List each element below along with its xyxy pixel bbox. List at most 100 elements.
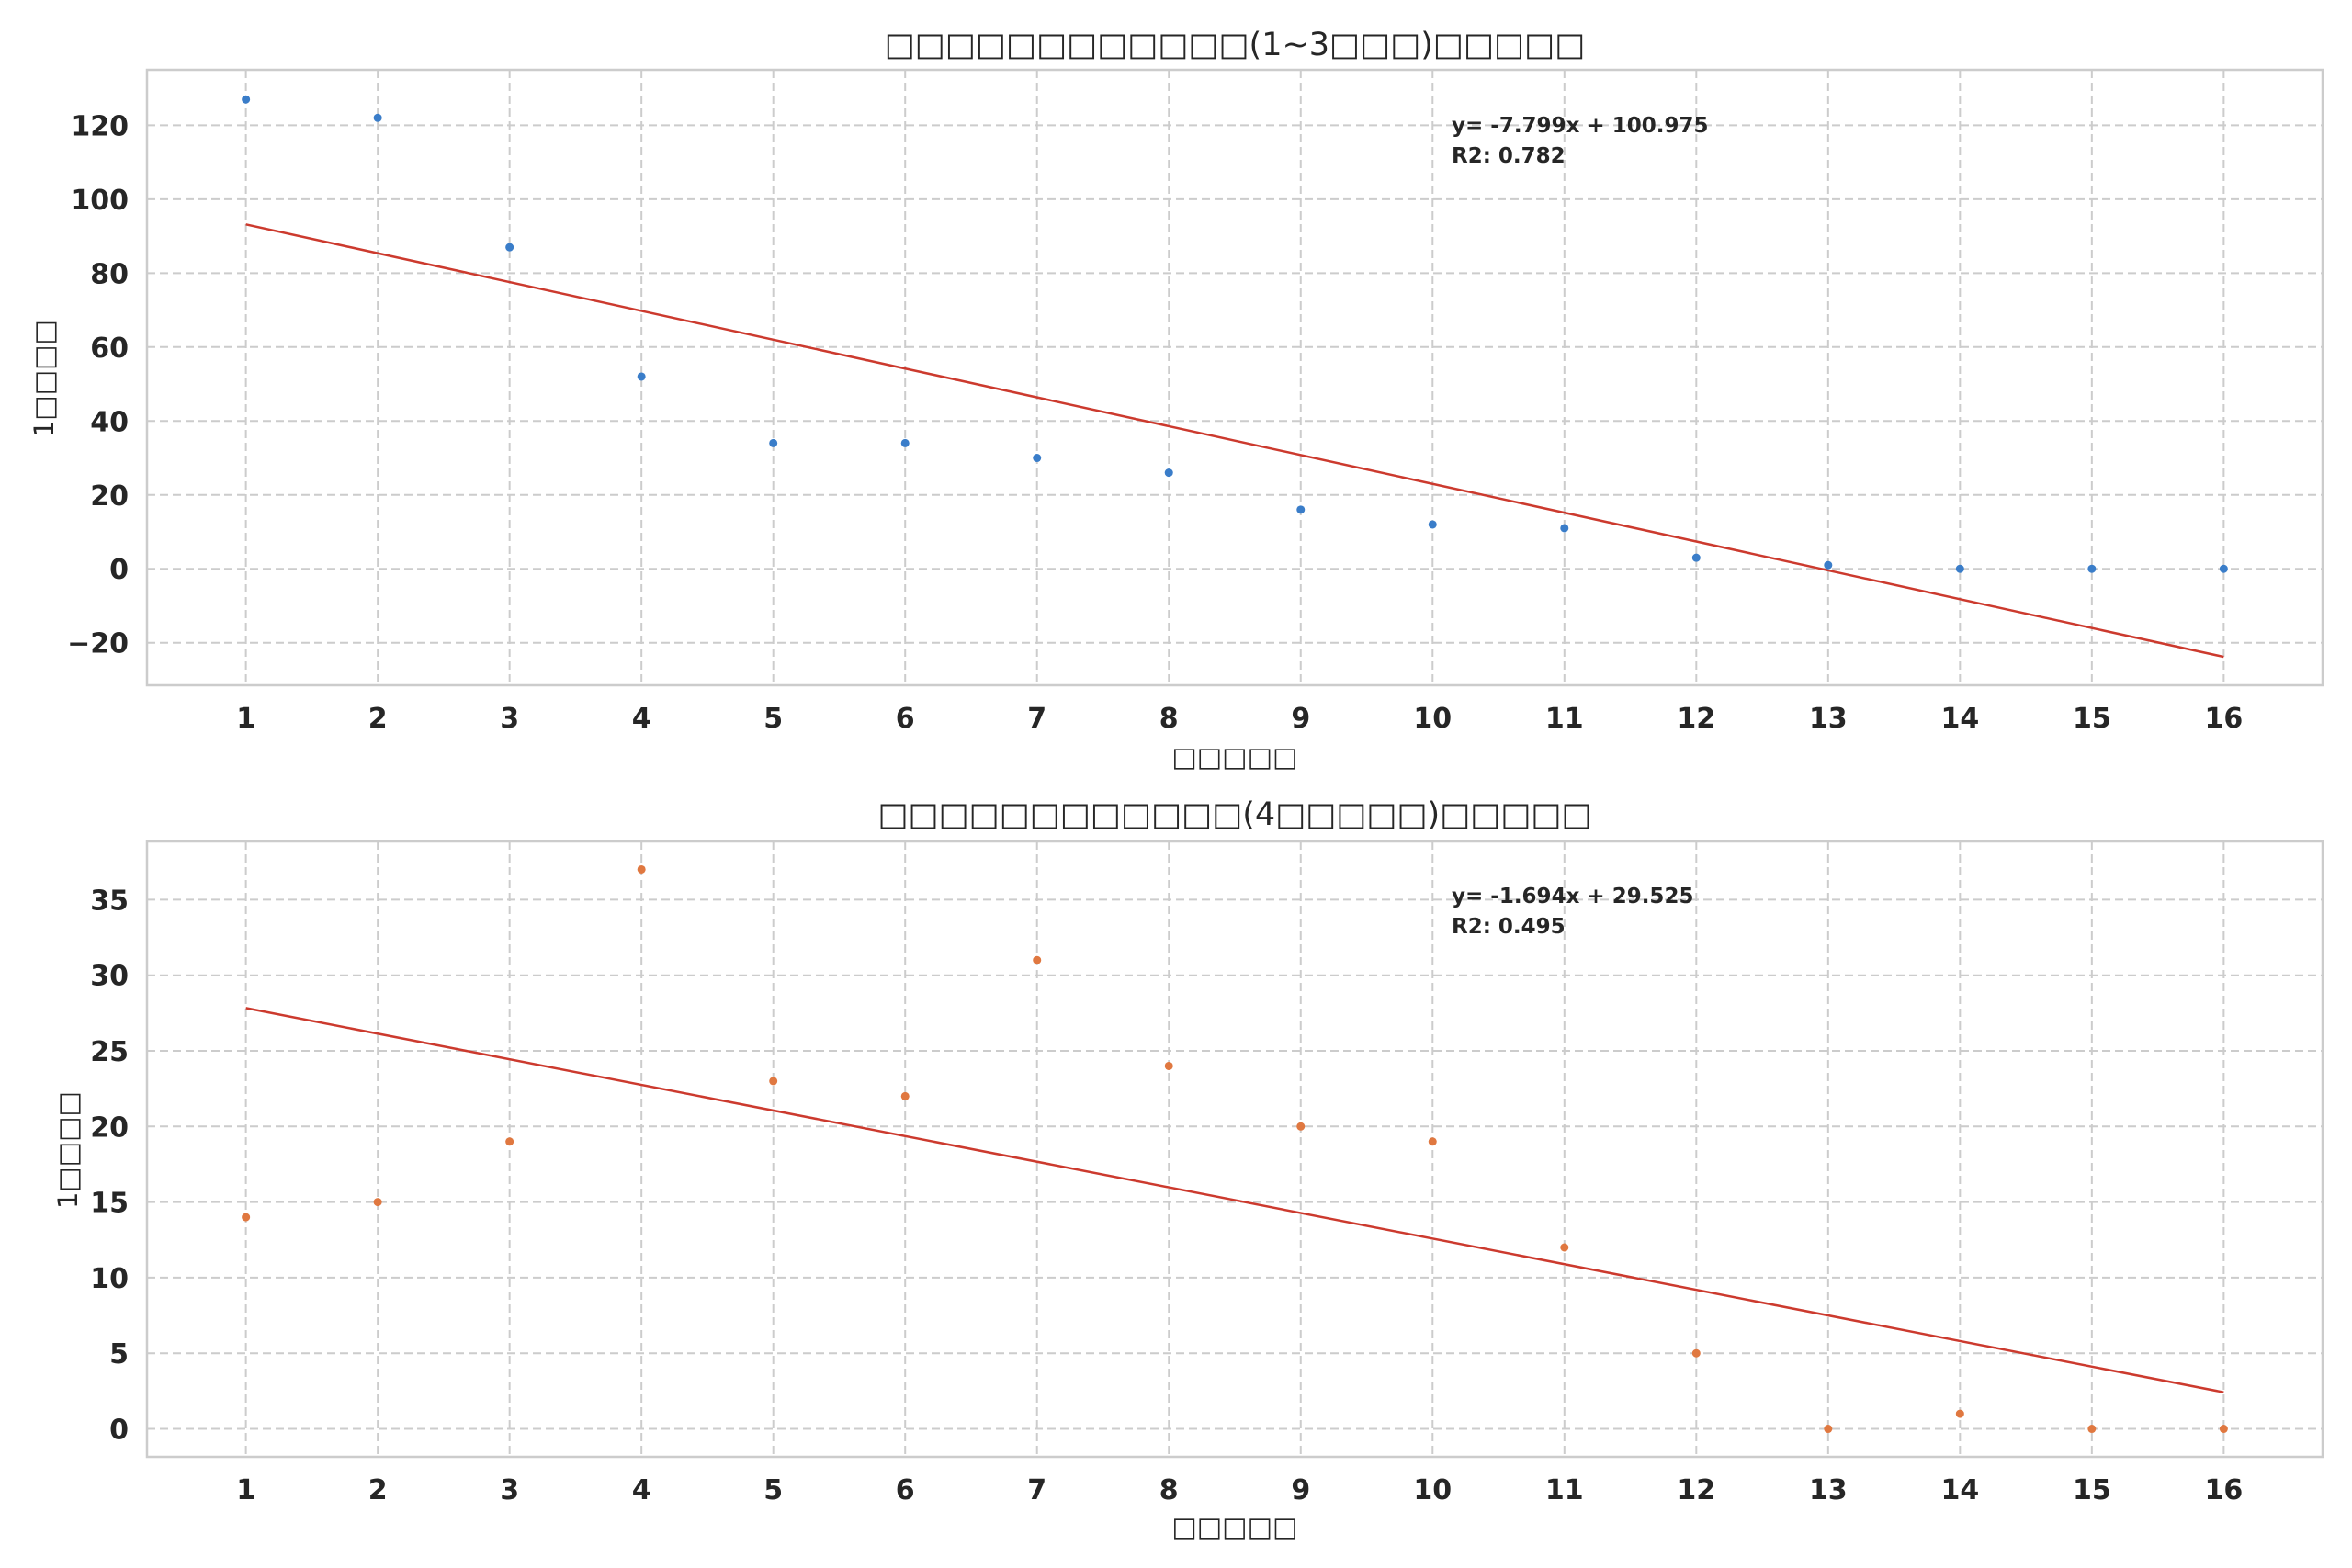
y-tick-label: 60 [90, 333, 129, 365]
chart-1-plot-frame [145, 68, 2324, 687]
chart-2-title: □□□□□□□□□□□□(4□□□□□)□□□□□ [877, 796, 1591, 833]
y-tick-label: 35 [90, 885, 129, 917]
x-tick-label: 7 [1027, 703, 1046, 735]
x-tick-label: 13 [1809, 1474, 1848, 1506]
y-tick-label: 80 [90, 258, 129, 290]
chart-2-yticks: 0 5 10 15 20 25 30 35 [90, 885, 129, 1446]
chart-2-points [242, 864, 2228, 1434]
data-point [373, 1198, 382, 1207]
data-point [1296, 505, 1306, 514]
x-tick-label: 15 [2073, 703, 2111, 735]
data-point [2087, 564, 2097, 573]
data-point [1691, 1348, 1701, 1358]
x-tick-label: 13 [1809, 703, 1848, 735]
data-point [505, 1137, 514, 1146]
x-tick-label: 9 [1291, 1474, 1310, 1506]
chart-1: 1 2 3 4 5 6 7 8 9 10 11 12 13 14 15 16 −200204060801001… [28, 27, 2324, 773]
data-point [2087, 1425, 2097, 1434]
x-tick-label: 6 [896, 703, 915, 735]
x-tick-label: 3 [500, 703, 519, 735]
chart-2-r2: R2: 0.495 [1452, 915, 1566, 939]
x-tick-label: 11 [1545, 703, 1584, 735]
x-tick-label: 15 [2073, 1474, 2111, 1506]
chart-2-xlabel: □□□□□ [1172, 1511, 1298, 1542]
x-tick-label: 5 [763, 703, 783, 735]
y-tick-label: −20 [67, 628, 129, 660]
chart-1-r2: R2: 0.782 [1452, 144, 1566, 168]
x-tick-label: 14 [1940, 1474, 1979, 1506]
data-point [1033, 454, 1042, 463]
chart-2-ylabel: 1□□□□ [52, 1091, 84, 1209]
data-point [505, 243, 514, 252]
data-point [373, 113, 382, 122]
data-point [1164, 468, 1173, 478]
x-tick-label: 10 [1413, 703, 1452, 735]
chart-2-grid [147, 841, 2323, 1457]
x-tick-label: 12 [1677, 703, 1715, 735]
chart-2-equation: y= -1.694x + 29.525 [1452, 885, 1693, 908]
chart-2-plot-frame [145, 840, 2324, 1459]
chart-1-trendline [245, 223, 2224, 659]
y-tick-label: 30 [90, 961, 129, 993]
chart-1-xlabel: □□□□□ [1172, 741, 1298, 773]
x-tick-label: 8 [1159, 1474, 1179, 1506]
y-tick-label: 20 [90, 480, 129, 513]
data-point [1164, 1061, 1173, 1070]
x-tick-label: 3 [500, 1474, 519, 1506]
data-point [1296, 1122, 1306, 1131]
data-point [769, 1077, 778, 1086]
chart-1-grid [147, 70, 2323, 685]
data-point [637, 372, 646, 381]
data-point [1428, 1137, 1437, 1146]
data-point [1824, 1425, 1833, 1434]
chart-1-ylabel: 1□□□□ [28, 320, 60, 437]
x-tick-label: 16 [2204, 1474, 2243, 1506]
chart-1-points [242, 95, 2228, 573]
data-point [2219, 1425, 2228, 1434]
chart-1-xticks: 1 2 3 4 5 6 7 8 9 10 11 12 13 14 15 16 [236, 703, 2243, 735]
data-point [1955, 1409, 1964, 1418]
y-tick-label: 0 [109, 554, 129, 586]
y-tick-label: 10 [90, 1263, 129, 1295]
y-tick-label: 100 [71, 185, 129, 217]
y-tick-label: 40 [90, 406, 129, 438]
chart-1-yticks: −20 0 20 40 60 80 100 120 [67, 110, 129, 660]
data-point [2219, 564, 2228, 573]
y-tick-label: 15 [90, 1188, 129, 1220]
chart-1-title: □□□□□□□□□□□□(1~3□□□)□□□□□ [885, 27, 1586, 63]
data-point [637, 864, 646, 874]
data-point [1560, 524, 1569, 533]
chart-2-trendline [245, 1007, 2224, 1393]
data-point [900, 1091, 910, 1100]
data-point [1428, 520, 1437, 529]
x-tick-label: 12 [1677, 1474, 1715, 1506]
x-tick-label: 9 [1291, 703, 1310, 735]
data-point [900, 438, 910, 447]
data-point [769, 438, 778, 447]
data-point [1824, 560, 1833, 570]
chart-1-equation: y= -7.799x + 100.975 [1452, 114, 1708, 138]
y-tick-label: 25 [90, 1036, 129, 1068]
x-tick-label: 4 [632, 703, 651, 735]
chart-2-xticks: 1 2 3 4 5 6 7 8 9 10 11 12 13 14 15 16 [236, 1474, 2243, 1506]
x-tick-label: 8 [1159, 703, 1179, 735]
y-tick-label: 120 [71, 110, 129, 142]
x-tick-label: 2 [368, 1474, 388, 1506]
data-point [1560, 1243, 1569, 1252]
x-tick-label: 14 [1940, 703, 1979, 735]
y-tick-label: 5 [109, 1338, 129, 1371]
data-point [242, 95, 251, 104]
x-tick-label: 11 [1545, 1474, 1584, 1506]
x-tick-label: 2 [368, 703, 388, 735]
data-point [1033, 955, 1042, 964]
x-tick-label: 1 [236, 1474, 255, 1506]
x-tick-label: 10 [1413, 1474, 1452, 1506]
x-tick-label: 5 [763, 1474, 783, 1506]
x-tick-label: 1 [236, 703, 255, 735]
data-point [1691, 553, 1701, 562]
x-tick-label: 6 [896, 1474, 915, 1506]
x-tick-label: 7 [1027, 1474, 1046, 1506]
data-point [1955, 564, 1964, 573]
